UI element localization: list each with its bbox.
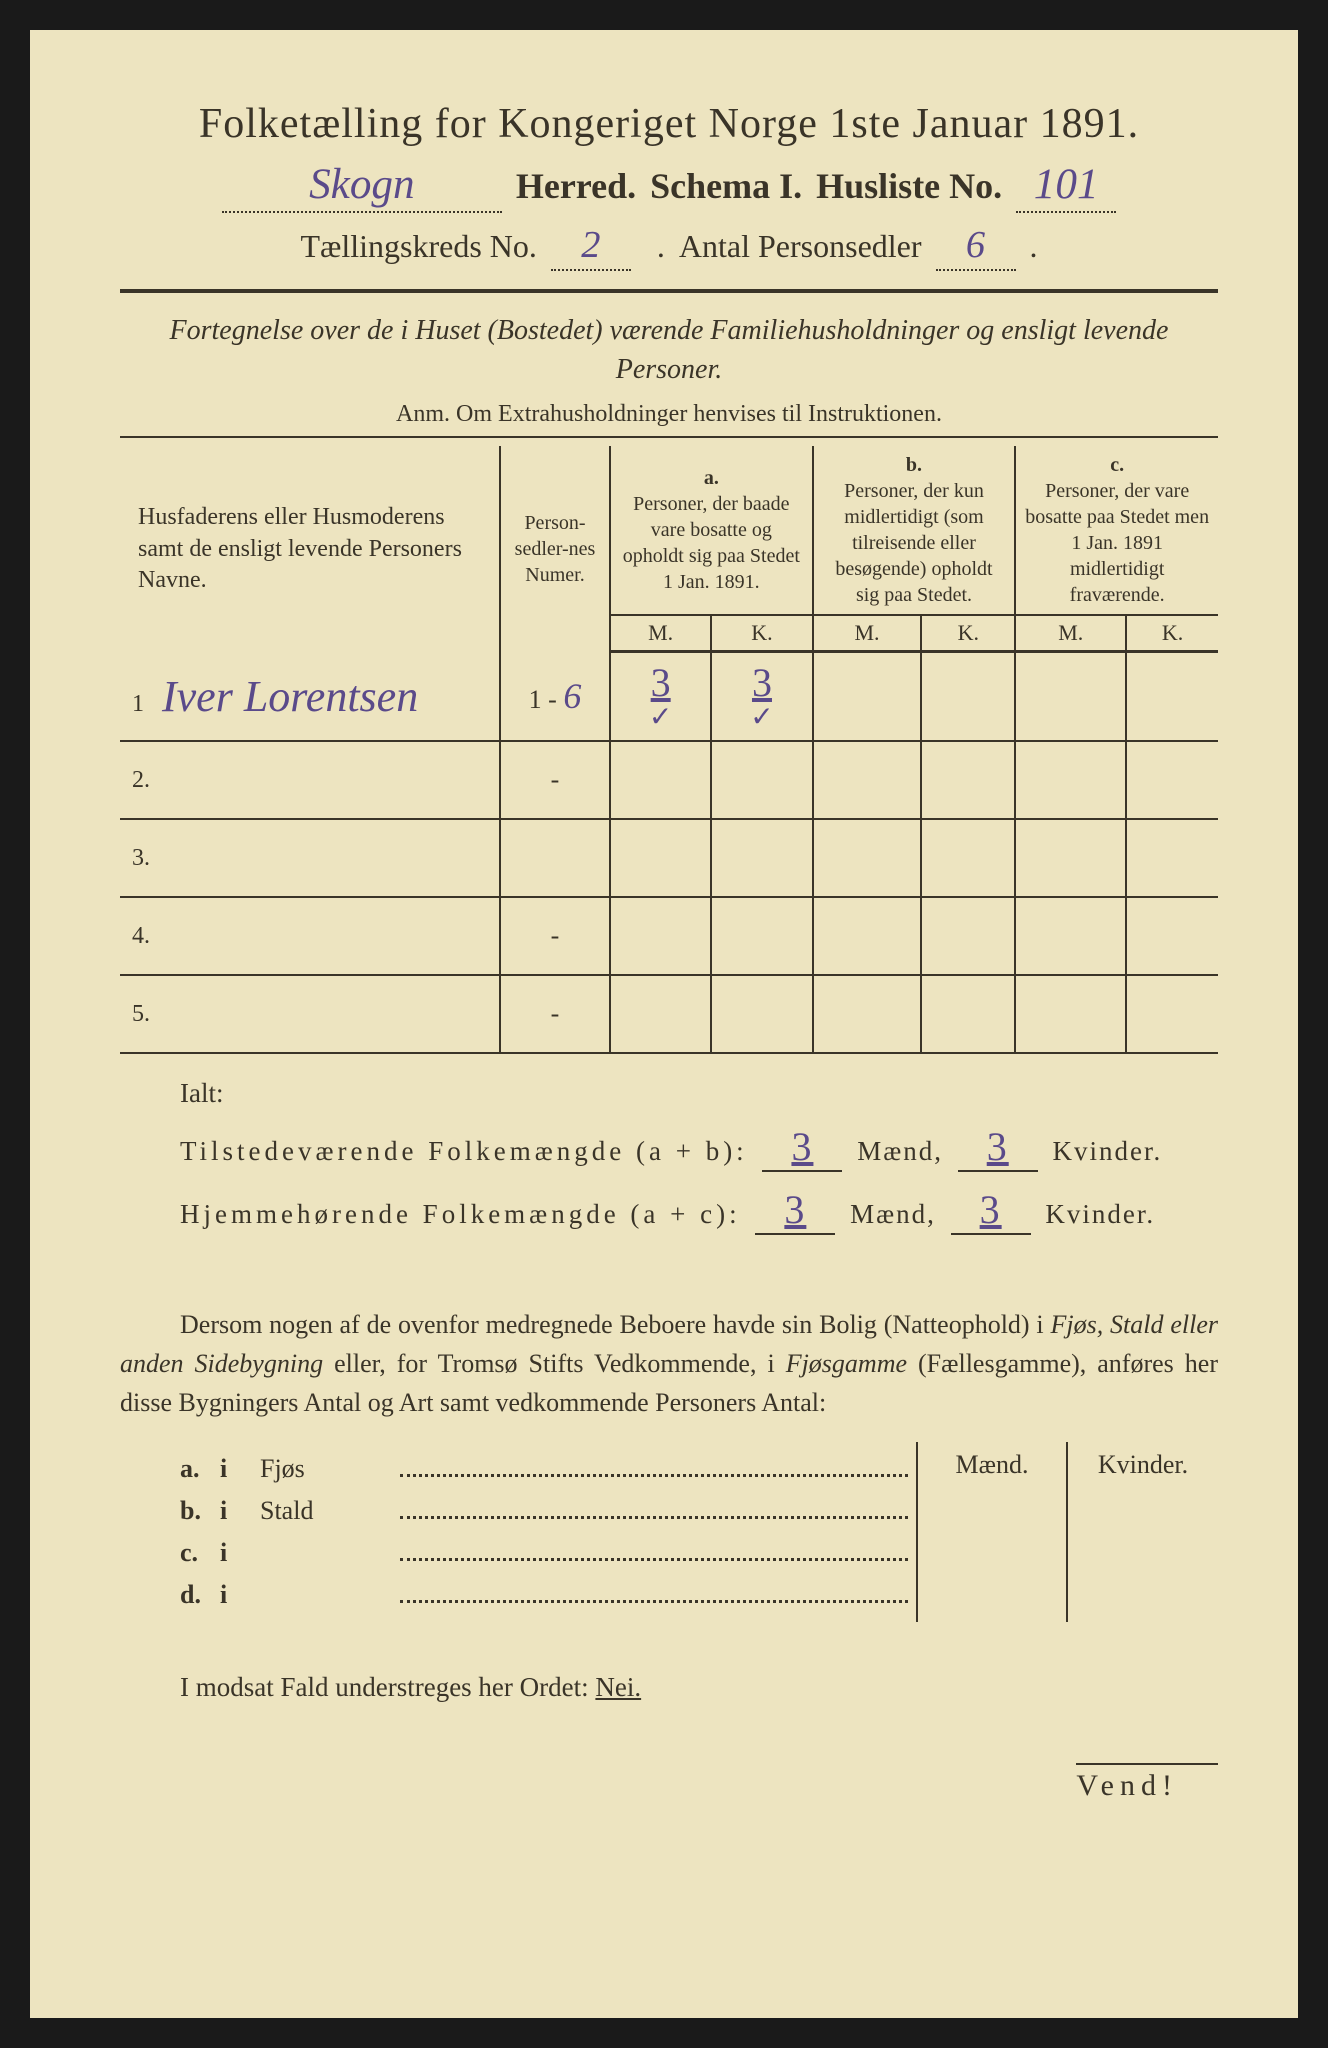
- census-table: Husfaderens eller Husmoderens samt de en…: [120, 446, 1218, 1054]
- totals-block: Ialt: Tilstedeværende Folkemængde (a + b…: [180, 1078, 1218, 1235]
- dotted-line: [400, 1474, 908, 1477]
- cell-a-m: 3 ✓: [610, 652, 711, 742]
- table-row: 3.: [120, 819, 1218, 897]
- sedler-value: 6: [936, 223, 1016, 271]
- dotted-line: [400, 1516, 908, 1519]
- kreds-value: 2: [551, 223, 631, 271]
- row-number: 1: [132, 691, 156, 718]
- divider: [120, 289, 1218, 293]
- dotted-line: [400, 1558, 908, 1561]
- person-name: Iver Lorentsen: [162, 672, 418, 721]
- subhead-m: M.: [813, 615, 922, 652]
- tilstede-row: Tilstedeværende Folkemængde (a + b): 3 M…: [180, 1123, 1218, 1172]
- footer-line: I modsat Fald understreges her Ordet: Ne…: [180, 1672, 1218, 1703]
- subhead-k: K.: [921, 615, 1015, 652]
- side-building-block: a. i Fjøs b. i Stald c. i d. i: [120, 1442, 1218, 1622]
- side-building-list: a. i Fjøs b. i Stald c. i d. i: [120, 1442, 916, 1622]
- side-building-counts: Mænd. Kvinder.: [916, 1442, 1218, 1622]
- sidebyg-row: c. i: [180, 1538, 916, 1568]
- sidebyg-row: d. i: [180, 1580, 916, 1610]
- header-line-3: Tællingskreds No. 2 . Antal Personsedler…: [120, 223, 1218, 271]
- table-row: 4. -: [120, 897, 1218, 975]
- schema-label: Schema I.: [650, 165, 802, 207]
- dotted-line: [400, 1600, 908, 1603]
- col-header-c: c. Personer, der vare bosatte paa Stedet…: [1015, 446, 1218, 615]
- herred-label: Herred.: [516, 165, 636, 207]
- husliste-value: 101: [1016, 160, 1116, 213]
- turn-over-label: Vend!: [1076, 1763, 1218, 1803]
- cell-b-k: [921, 652, 1015, 742]
- page-title: Folketælling for Kongeriget Norge 1ste J…: [120, 100, 1218, 148]
- form-annotation: Anm. Om Extrahusholdninger henvises til …: [120, 401, 1218, 428]
- cell-c-m: [1015, 652, 1126, 742]
- cell-b-m: [813, 652, 922, 742]
- table-row: 5. -: [120, 975, 1218, 1053]
- cell-a-k: 3 ✓: [711, 652, 812, 742]
- header-line-2: Skogn Herred. Schema I. Husliste No. 101: [120, 160, 1218, 213]
- col-header-b: b. Personer, der kun midlertidigt (som t…: [813, 446, 1016, 615]
- kvinder-header: Kvinder.: [1068, 1442, 1218, 1488]
- table-row: 1 Iver Lorentsen 1 - 6 3 ✓ 3 ✓: [120, 652, 1218, 742]
- hjemme-row: Hjemmehørende Folkemængde (a + c): 3 Mæn…: [180, 1186, 1218, 1235]
- ialt-heading: Ialt:: [180, 1078, 1218, 1109]
- col-header-name: Husfaderens eller Husmoderens samt de en…: [120, 446, 500, 652]
- col-header-numer: Person-sedler-nes Numer.: [500, 446, 610, 652]
- cell-c-k: [1126, 652, 1218, 742]
- subhead-m: M.: [1015, 615, 1126, 652]
- subhead-k: K.: [711, 615, 812, 652]
- sedler-label: Antal Personsedler: [679, 228, 922, 265]
- form-subtitle: Fortegnelse over de i Huset (Bostedet) v…: [120, 311, 1218, 389]
- side-building-paragraph: Dersom nogen af de ovenfor medregnede Be…: [120, 1305, 1218, 1422]
- subhead-m: M.: [610, 615, 711, 652]
- divider: [120, 436, 1218, 438]
- numer-cell: 1 - 6: [500, 652, 610, 742]
- table-row: 2. -: [120, 741, 1218, 819]
- census-form-page: Folketælling for Kongeriget Norge 1ste J…: [30, 30, 1298, 2018]
- kreds-label: Tællingskreds No.: [300, 228, 536, 265]
- subhead-k: K.: [1126, 615, 1218, 652]
- husliste-label: Husliste No.: [816, 165, 1002, 207]
- maend-header: Mænd.: [918, 1442, 1066, 1488]
- col-header-a: a. Personer, der baade vare bosatte og o…: [610, 446, 813, 615]
- sidebyg-row: a. i Fjøs: [180, 1454, 916, 1484]
- sidebyg-row: b. i Stald: [180, 1496, 916, 1526]
- herred-value: Skogn: [222, 160, 502, 213]
